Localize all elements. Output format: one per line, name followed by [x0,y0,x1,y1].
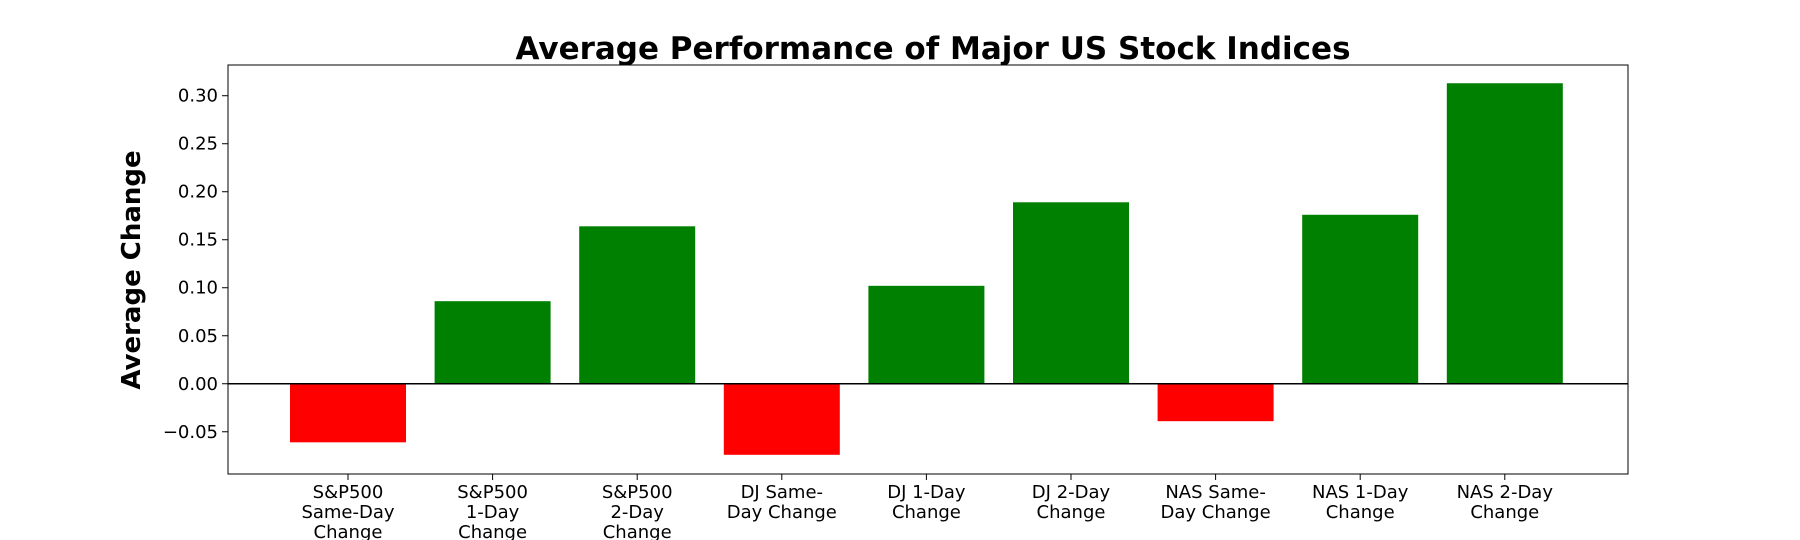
y-tick-label-7: 0.25 [178,134,218,155]
bar-6 [1013,202,1129,384]
plot-area: −0.05 0.00 0.05 0.10 0.15 0.20 0.25 0.30 S&P500 S… [163,64,1629,540]
bar-7 [1157,383,1274,422]
bar-3 [579,226,696,384]
x-tick-label-5: DJ 1-Day Change [887,482,966,523]
y-tick-label-8: 0.30 [178,86,218,107]
y-tick-label-5: 0.15 [178,230,218,251]
bar-2 [434,301,551,384]
x-tick-label-7: NAS Same-Day Change [1161,482,1271,523]
bar-5 [868,285,985,384]
y-tick-label-3: 0.05 [178,326,218,347]
axes-frame [227,64,1629,475]
bar-1 [290,383,406,443]
x-tick-label-1: S&P500 Same-Day Change [301,482,394,540]
x-tick-label-2: S&P500 1-Day Change [457,482,528,540]
x-tick-label-3: S&P500 2-Day Change [602,482,673,540]
y-tick-label-6: 0.20 [178,182,218,203]
x-tick-label-6: DJ 2-Day Change [1032,482,1111,523]
y-axis-label: Average Change [117,150,147,389]
y-tick-label-1: −0.05 [163,422,218,443]
bar-9 [1446,83,1563,384]
x-tick-label-4: DJ Same-Day Change [727,482,837,523]
x-tick-label-9: NAS 2-Day Change [1457,482,1554,523]
bar-4 [723,383,840,455]
bar-8 [1302,214,1419,384]
y-tick-label-4: 0.10 [178,278,218,299]
y-tick-label-2: 0.00 [178,374,218,395]
chart-title: Average Performance of Major US Stock In… [515,31,1350,67]
x-tick-label-8: NAS 1-Day Change [1312,482,1409,523]
